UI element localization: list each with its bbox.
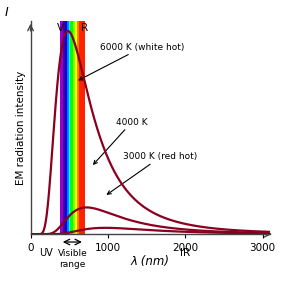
Text: V: V (56, 23, 63, 33)
Text: 3000 K (red hot): 3000 K (red hot) (107, 152, 198, 194)
X-axis label: λ (nm): λ (nm) (131, 255, 170, 268)
Text: Visible
range: Visible range (58, 249, 87, 269)
Bar (75, 21, 77, 234)
Y-axis label: EM radiation intensity: EM radiation intensity (16, 70, 27, 184)
Bar (67, 21, 69, 234)
Text: 4000 K: 4000 K (94, 118, 147, 164)
Bar (70, 21, 73, 234)
Text: $I$: $I$ (4, 6, 9, 19)
Bar (63, 21, 65, 234)
Text: 6000 K (white hot): 6000 K (white hot) (79, 43, 185, 80)
Text: R: R (81, 23, 88, 33)
Text: IR: IR (180, 248, 190, 258)
Bar (77, 21, 79, 234)
Bar (73, 21, 75, 234)
Text: UV: UV (39, 248, 53, 258)
Bar (65, 21, 67, 234)
Bar (69, 21, 70, 234)
Bar (60, 21, 63, 234)
Bar (79, 21, 85, 234)
